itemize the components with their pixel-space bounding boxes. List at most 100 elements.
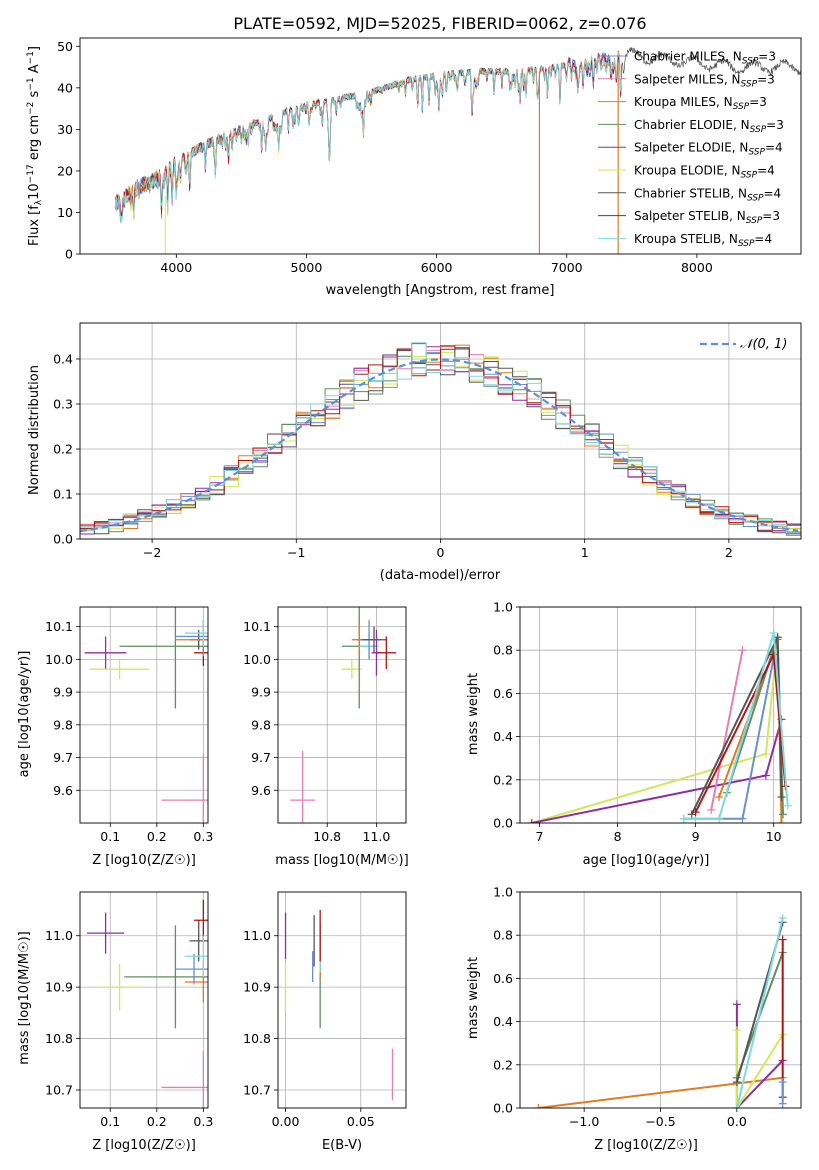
y-tick-label: 0.6 bbox=[493, 971, 513, 986]
y-tick-label: 50 bbox=[57, 39, 73, 54]
y-tick-label: 0.2 bbox=[493, 1057, 513, 1072]
residuals-panel: −2 −1 0 1 2 0.0 0.1 0.2 0.3 0.4 𝒩(0, 1) (data-mode… bbox=[27, 322, 802, 583]
y-tick-label: 10.1 bbox=[45, 619, 73, 634]
y-tick-label: 40 bbox=[57, 80, 73, 95]
y-tick-label: 0.2 bbox=[493, 772, 513, 787]
residuals-plot-area: −2 −1 0 1 2 0.0 0.1 0.2 0.3 0.4 𝒩(0, 1) bbox=[53, 322, 802, 560]
x-tick-label: 1 bbox=[581, 545, 589, 560]
weight-age-ylabel: mass weight bbox=[466, 673, 481, 755]
legend-label: Salpeter MILES, NSSP=3 bbox=[634, 72, 775, 89]
y-tick-label: 0.6 bbox=[493, 686, 513, 701]
legend-label-text: Salpeter MILES, N bbox=[634, 72, 741, 86]
x-tick-label: 11.0 bbox=[363, 829, 391, 844]
mass-metallicity-panel: 0.1 0.2 0.3 10.7 10.8 10.9 11.0 Z [log10(Z/Z☉)… bbox=[17, 891, 213, 1153]
x-tick-label: 0.2 bbox=[147, 829, 167, 844]
plot-content bbox=[527, 628, 792, 823]
legend-label-text: =3 bbox=[758, 50, 776, 64]
legend-label-text: =4 bbox=[765, 141, 783, 155]
ylabel-part: −2 bbox=[26, 102, 36, 115]
x-tick-label: 0.00 bbox=[272, 1114, 300, 1129]
y-tick-label: 9.9 bbox=[53, 685, 73, 700]
x-tick-label: 2 bbox=[725, 545, 733, 560]
legend-label-text: =4 bbox=[757, 164, 775, 178]
legend-label-sub: SSP bbox=[748, 148, 765, 158]
axes-frame-group: 10.8 11.0 9.6 9.7 9.8 9.9 10.0 10.1 bbox=[243, 606, 407, 844]
axes-frame-group: 0.00 0.05 10.7 10.8 10.9 11.0 bbox=[243, 891, 407, 1129]
y-tick-label: 30 bbox=[57, 122, 73, 137]
x-tick-label: 0.05 bbox=[347, 1114, 375, 1129]
weight-age-xlabel: age [log10(age/yr)] bbox=[583, 853, 710, 868]
axes-frame bbox=[519, 606, 802, 824]
spectrum-line bbox=[114, 68, 539, 220]
legend-label-sub: SSP bbox=[750, 125, 767, 135]
mass-metallicity-xlabel: Z [log10(Z/Z☉)] bbox=[92, 1138, 196, 1153]
ylabel-part: erg cm bbox=[27, 115, 42, 164]
y-tick-label: 10.7 bbox=[45, 1083, 73, 1098]
x-tick-label: 8 bbox=[614, 829, 622, 844]
weight-metallicity-panel: −1.0 −0.5 0.0 0.0 0.2 0.4 0.6 0.8 1.0 Z [log10(Z… bbox=[466, 885, 802, 1153]
x-tick-label: 0 bbox=[437, 545, 445, 560]
axes-frame bbox=[79, 606, 209, 824]
axes-frame-group: −1.0 −0.5 0.0 0.0 0.2 0.4 0.6 0.8 1.0 bbox=[493, 885, 802, 1129]
mass-metallicity-plot-area: 0.1 0.2 0.3 10.7 10.8 10.9 11.0 bbox=[45, 891, 213, 1129]
age-metallicity-ylabel: age [log10(age/yr)] bbox=[17, 651, 32, 778]
plot-content bbox=[86, 899, 208, 1108]
mass-extinction-panel: 0.00 0.05 10.7 10.8 10.9 11.0 E(B-V) bbox=[243, 891, 407, 1153]
x-tick-label: −2 bbox=[143, 545, 161, 560]
weight-line bbox=[735, 1030, 784, 1108]
legend-label-sub: SSP bbox=[746, 216, 763, 226]
weight-line bbox=[735, 917, 784, 1108]
ylabel-part: ] bbox=[27, 46, 42, 51]
x-tick-label: −1.0 bbox=[569, 1114, 599, 1129]
legend-label-text: =3 bbox=[766, 118, 784, 132]
x-tick-label: 10 bbox=[766, 829, 782, 844]
legend-label: 𝒩(0, 1) bbox=[740, 337, 787, 352]
weight-line bbox=[683, 632, 789, 820]
legend-label: Chabrier MILES, NSSP=3 bbox=[634, 50, 776, 67]
legend-label-text: Kroupa MILES, N bbox=[634, 95, 733, 109]
axes-frame bbox=[79, 891, 209, 1109]
x-tick-label: 7000 bbox=[551, 260, 583, 275]
y-tick-label: 0.3 bbox=[53, 397, 73, 412]
spectrum-line bbox=[114, 52, 622, 223]
y-tick-label: 10 bbox=[57, 205, 73, 220]
age-mass-xlabel: mass [log10(M/M☉)] bbox=[275, 853, 408, 868]
mass-extinction-plot-area: 0.00 0.05 10.7 10.8 10.9 11.0 bbox=[243, 891, 407, 1129]
legend-label: Salpeter ELODIE, NSSP=4 bbox=[634, 141, 783, 158]
plot-content bbox=[84, 607, 208, 823]
x-tick-label: 0.2 bbox=[147, 1114, 167, 1129]
x-tick-label: 0.0 bbox=[727, 1114, 747, 1129]
plot-content bbox=[534, 913, 787, 1108]
spectrum-line bbox=[114, 66, 539, 224]
normal-curve bbox=[80, 358, 799, 533]
y-tick-label: 10.8 bbox=[45, 1031, 73, 1046]
ylabel-part: A bbox=[27, 64, 42, 77]
spectrum-ylabel: Flux [fλ10−17 erg cm−2 s−1 A−1] bbox=[26, 46, 44, 246]
residuals-xlabel: (data-model)/error bbox=[380, 568, 501, 583]
y-tick-label: 10.7 bbox=[243, 1083, 271, 1098]
legend-label-text: Chabrier ELODIE, N bbox=[634, 118, 750, 132]
ylabel-part: λ bbox=[34, 199, 44, 205]
legend-label: Salpeter STELIB, NSSP=3 bbox=[634, 209, 780, 226]
legend-label-sub: SSP bbox=[741, 171, 758, 181]
y-tick-label: 0.1 bbox=[53, 487, 73, 502]
legend-label-sub: SSP bbox=[741, 79, 758, 89]
spectrum-plot-area: 4000 5000 6000 7000 8000 0 10 20 30 40 50 bbox=[57, 37, 802, 275]
legend-label-sub: SSP bbox=[738, 239, 755, 249]
x-tick-label: −1 bbox=[287, 545, 305, 560]
histogram-step bbox=[80, 342, 801, 538]
spectrum-panel: PLATE=0592, MJD=52025, FIBERID=0062, z=0… bbox=[26, 14, 802, 298]
mass-metallicity-ylabel: mass [log10(M/M☉)] bbox=[17, 931, 32, 1064]
legend-label-text: Chabrier MILES, N bbox=[634, 50, 742, 64]
axes-frame-group: −2 −1 0 1 2 0.0 0.1 0.2 0.3 0.4 𝒩(0, 1) bbox=[53, 322, 802, 560]
y-tick-label: 1.0 bbox=[493, 885, 513, 900]
x-tick-label: 0.1 bbox=[100, 829, 120, 844]
y-tick-label: 10.0 bbox=[243, 652, 271, 667]
ylabel-part: −1 bbox=[26, 51, 36, 64]
y-tick-label: 0 bbox=[65, 247, 73, 262]
y-tick-label: 0.8 bbox=[493, 928, 513, 943]
x-tick-label: 4000 bbox=[160, 260, 192, 275]
x-tick-label: 5000 bbox=[291, 260, 323, 275]
x-tick-label: −0.5 bbox=[645, 1114, 675, 1129]
